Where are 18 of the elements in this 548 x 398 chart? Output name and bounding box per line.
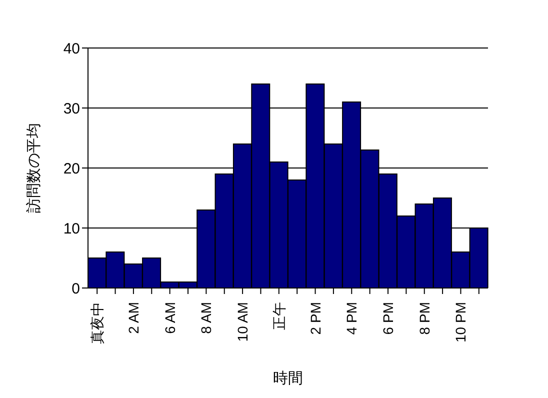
y-tick-label: 20: [63, 160, 80, 178]
y-tick-label: 10: [63, 220, 80, 238]
y-axis-title: 訪問数の平均: [25, 123, 42, 213]
x-tick-label: 8 AM: [198, 302, 214, 334]
x-tick-label: 真夜中: [89, 302, 106, 344]
x-tick-label: 10 PM: [452, 302, 469, 342]
x-tick-label: 正午: [270, 302, 287, 330]
y-tick-label: 0: [72, 280, 80, 298]
x-tick-label: 6 AM: [162, 302, 178, 334]
x-tick-label: 2 AM: [125, 302, 142, 334]
y-tick-label: 40: [63, 40, 80, 58]
x-axis-title: 時間: [273, 370, 303, 387]
x-tick-label: 6 PM: [380, 302, 396, 335]
x-tick-label: 10 AM: [234, 302, 251, 342]
x-tick-label: 8 PM: [416, 302, 432, 335]
x-tick-label: 4 PM: [344, 302, 360, 335]
x-tick-label: 2 PM: [307, 302, 324, 335]
y-tick-label: 30: [63, 100, 80, 118]
